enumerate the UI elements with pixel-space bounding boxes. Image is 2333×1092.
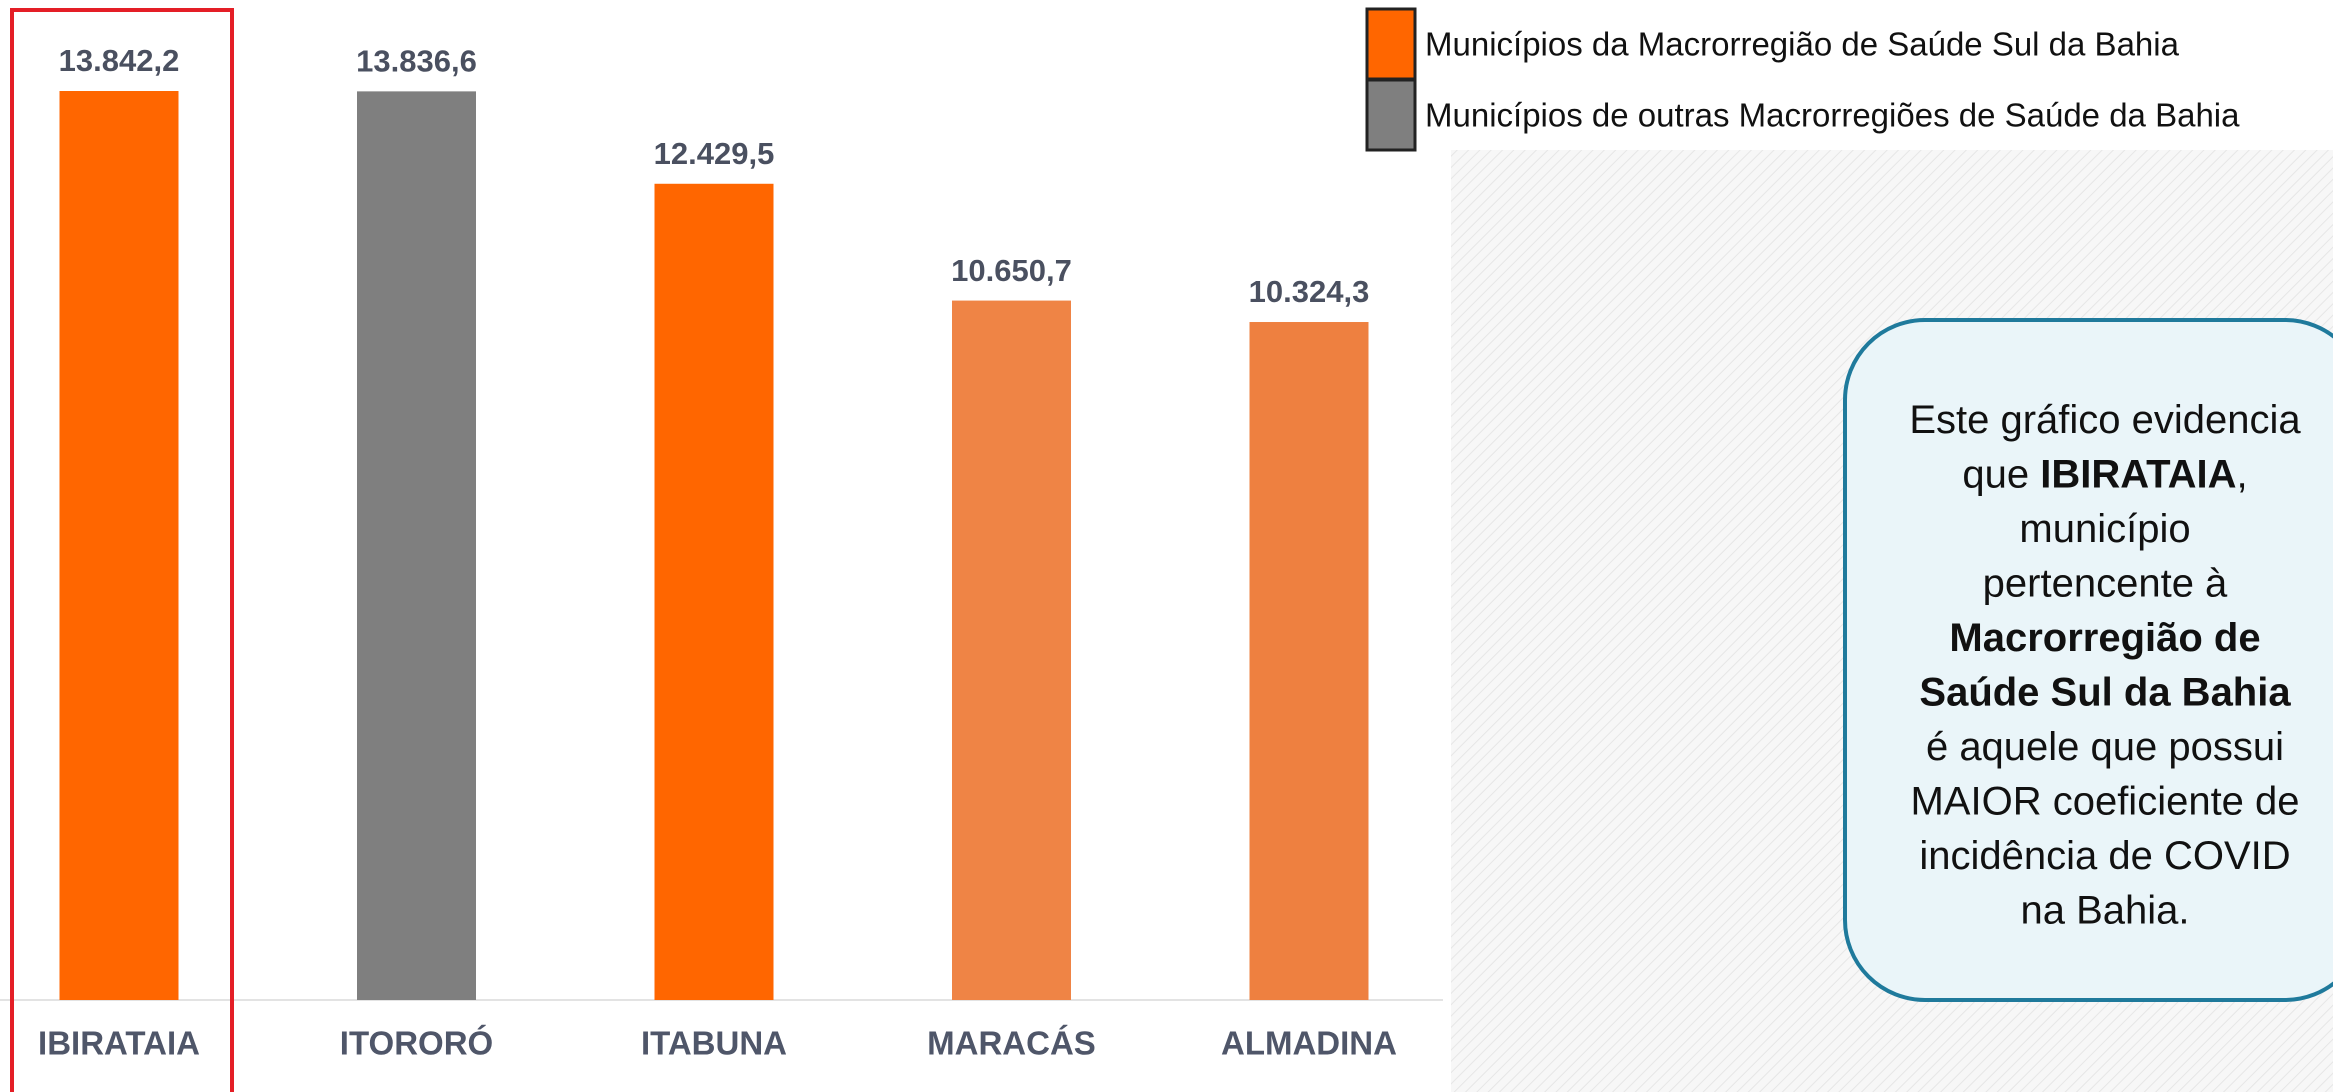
annotation-line: Este gráfico evidencia bbox=[1909, 398, 2301, 442]
annotation-text: , bbox=[2237, 452, 2248, 496]
bar bbox=[357, 91, 476, 1001]
annotation-line: incidência de COVID bbox=[1919, 834, 2290, 878]
legend-background bbox=[1451, 0, 2333, 150]
legend-label: Municípios de outras Macrorregiões de Sa… bbox=[1425, 97, 2240, 134]
annotation-text: Este gráfico evidencia bbox=[1909, 398, 2301, 442]
annotation-text: incidência de COVID bbox=[1919, 834, 2290, 878]
annotation-line: município bbox=[2019, 507, 2190, 551]
bar bbox=[952, 300, 1071, 1001]
annotation-line: é aquele que possui bbox=[1926, 725, 2284, 769]
annotation-line: Saúde Sul da Bahia bbox=[1919, 670, 2291, 714]
legend-swatch bbox=[1365, 7, 1417, 81]
callout-box bbox=[1843, 318, 2333, 1002]
annotation-text: Macrorregião de bbox=[1949, 616, 2260, 660]
annotation-line: que IBIRATAIA, bbox=[1962, 452, 2247, 496]
annotation-text: na Bahia. bbox=[2020, 888, 2189, 932]
legend-label: Municípios da Macrorregião de Saúde Sul … bbox=[1425, 26, 2180, 63]
annotation-text: IBIRATAIA bbox=[2040, 452, 2236, 496]
annotation-text: município bbox=[2019, 507, 2190, 551]
legend-swatch bbox=[1365, 78, 1417, 152]
annotation-text: MAIOR coeficiente de bbox=[1910, 779, 2299, 823]
x-tick-label: MARACÁS bbox=[927, 1025, 1096, 1062]
bar bbox=[1249, 322, 1369, 1000]
annotation-text: que bbox=[1962, 452, 2040, 496]
annotation-line: Macrorregião de bbox=[1949, 616, 2260, 660]
value-label: 10.650,7 bbox=[951, 253, 1072, 288]
bar bbox=[654, 183, 774, 1000]
annotation-text: pertencente à bbox=[1983, 561, 2228, 605]
annotation-line: na Bahia. bbox=[2020, 888, 2189, 932]
value-label: 10.324,3 bbox=[1249, 274, 1370, 309]
x-tick-label: ALMADINA bbox=[1221, 1025, 1397, 1062]
annotation-line: pertencente à bbox=[1983, 561, 2228, 605]
x-tick-label: IBIRATAIA bbox=[38, 1025, 200, 1062]
value-label: 13.842,2 bbox=[59, 43, 180, 78]
x-tick-label: ITABUNA bbox=[641, 1025, 787, 1062]
value-label: 12.429,5 bbox=[654, 136, 775, 171]
highlight-box bbox=[10, 8, 234, 1092]
x-tick-label: ITORORÓ bbox=[340, 1025, 493, 1062]
bar bbox=[59, 91, 179, 1000]
annotation-line: MAIOR coeficiente de bbox=[1910, 779, 2299, 823]
value-label: 13.836,6 bbox=[356, 44, 477, 79]
annotation-text: Saúde Sul da Bahia bbox=[1919, 670, 2291, 714]
annotation-text: é aquele que possui bbox=[1926, 725, 2284, 769]
